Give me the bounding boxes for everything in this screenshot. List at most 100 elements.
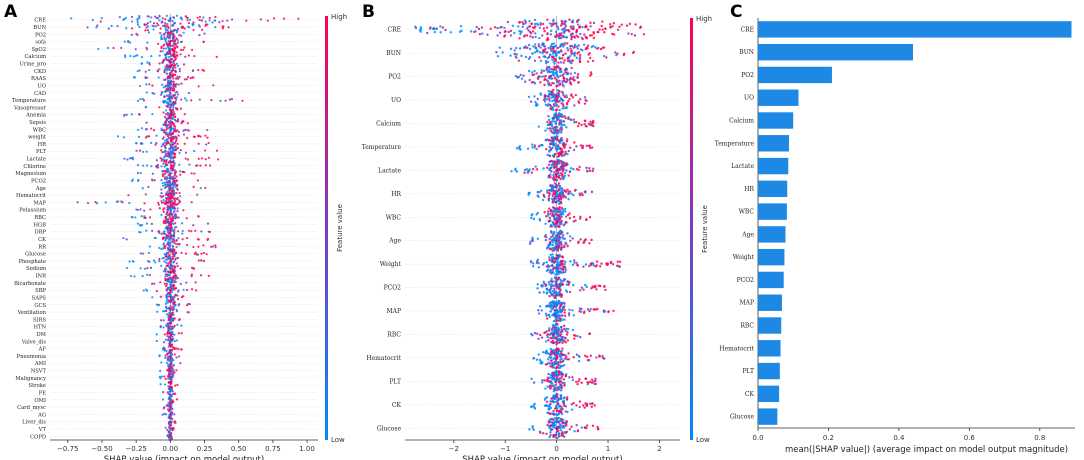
feature-points-age (141, 182, 207, 193)
shap-point (163, 95, 166, 98)
shap-point (557, 105, 560, 108)
shap-point (514, 55, 517, 58)
shap-point (188, 163, 191, 166)
shap-point (557, 284, 560, 288)
shap-point (155, 159, 159, 162)
feature-points-cre (414, 18, 646, 42)
shap-point (197, 134, 200, 137)
shap-point (543, 75, 546, 78)
shap-point (556, 96, 560, 99)
shap-point (555, 366, 559, 369)
shap-point (518, 47, 522, 50)
shap-point (592, 32, 596, 35)
shap-point (208, 164, 212, 167)
shap-point (226, 19, 229, 22)
shap-point (532, 217, 536, 221)
shap-point (95, 26, 98, 29)
shap-point (555, 282, 558, 286)
shap-point (168, 31, 172, 34)
shap-point (166, 133, 169, 136)
shap-point (162, 247, 165, 250)
shap-point (176, 298, 180, 301)
shap-point (168, 332, 171, 335)
shap-point (554, 316, 557, 319)
shap-point (552, 173, 555, 177)
shap-point (168, 421, 171, 424)
shap-point (177, 134, 180, 137)
shap-point (599, 284, 602, 288)
shap-point (136, 17, 139, 20)
shap-point (164, 338, 168, 341)
shap-point (146, 21, 149, 25)
feature-label: HGB (34, 222, 47, 228)
shap-point (131, 259, 134, 263)
shap-point (546, 153, 549, 157)
shap-point (180, 82, 183, 85)
shap-point (576, 20, 579, 24)
feature-points-valve-dis (155, 336, 178, 347)
shap-point (585, 218, 588, 221)
shap-point (517, 59, 521, 62)
shap-point (173, 96, 176, 99)
shap-point (175, 31, 179, 34)
shap-point (522, 22, 525, 26)
shap-point (172, 30, 175, 33)
shap-point (583, 310, 586, 313)
shap-point (546, 210, 550, 213)
shap-point (170, 189, 174, 192)
shap-point (166, 391, 169, 394)
shap-point (194, 281, 197, 284)
shap-point (160, 34, 163, 37)
shap-point (562, 378, 566, 381)
shap-point (183, 46, 186, 49)
shap-point (588, 215, 592, 219)
shap-point (154, 261, 157, 264)
shap-point (172, 271, 175, 274)
shap-point (131, 27, 134, 30)
feature-points-ventilation (156, 307, 190, 317)
shap-point (221, 27, 225, 30)
panel-letter-a: A (4, 2, 18, 22)
shap-point (167, 222, 170, 225)
shap-point (559, 200, 563, 204)
shap-point (175, 339, 178, 342)
shap-point (558, 121, 561, 125)
shap-point (509, 54, 512, 57)
shap-point (168, 179, 171, 182)
shap-point (609, 23, 612, 26)
shap-point (562, 61, 565, 64)
shap-point (170, 340, 174, 343)
shap-point (166, 258, 169, 261)
shap-point (190, 48, 194, 52)
shap-point (553, 120, 556, 123)
shap-point (147, 185, 150, 188)
shap-point (520, 77, 524, 80)
shap-point (196, 16, 199, 19)
shap-point (163, 170, 166, 173)
shap-point (172, 302, 175, 305)
shap-point (184, 97, 187, 100)
shap-point (590, 405, 593, 408)
shap-point (559, 147, 563, 151)
shap-point (172, 374, 175, 377)
shap-point (561, 256, 565, 259)
shap-point (537, 337, 540, 340)
shap-point (563, 195, 566, 198)
shap-point (167, 327, 170, 330)
shap-point (191, 69, 195, 72)
shap-point (546, 396, 549, 399)
shap-point (514, 74, 518, 78)
shap-point (578, 165, 581, 169)
shap-point (175, 51, 178, 54)
shap-point (562, 339, 565, 343)
shap-point (142, 99, 146, 102)
feature-label: RAAS (31, 76, 46, 82)
shap-point (554, 245, 557, 249)
shap-point (186, 19, 189, 22)
shap-point (560, 32, 563, 35)
shap-point (547, 46, 550, 50)
shap-point (444, 28, 447, 32)
shap-point (507, 30, 510, 34)
shap-point (569, 118, 572, 121)
shap-point (585, 402, 589, 406)
